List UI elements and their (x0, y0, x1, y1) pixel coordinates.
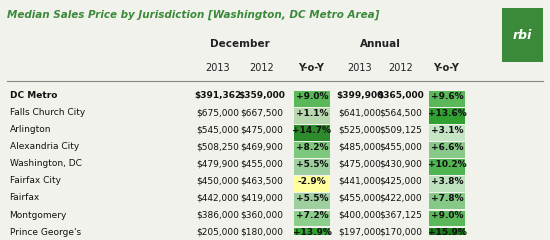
Text: $450,000: $450,000 (196, 176, 239, 186)
Text: +7.2%: +7.2% (296, 211, 328, 220)
Text: $455,000: $455,000 (240, 159, 283, 168)
Text: $475,000: $475,000 (240, 125, 283, 134)
Text: $419,000: $419,000 (240, 193, 283, 203)
Text: $455,000: $455,000 (379, 142, 422, 151)
Text: $564,500: $564,500 (379, 108, 422, 117)
Text: 2013: 2013 (205, 63, 230, 73)
Text: Falls Church City: Falls Church City (9, 108, 85, 117)
Text: $479,900: $479,900 (196, 159, 239, 168)
Text: $485,000: $485,000 (338, 142, 381, 151)
Text: Fairfax City: Fairfax City (9, 176, 60, 186)
Text: $442,000: $442,000 (196, 193, 239, 203)
Text: $455,000: $455,000 (338, 193, 381, 203)
Text: Y-o-Y: Y-o-Y (433, 63, 459, 73)
Text: $469,900: $469,900 (240, 142, 283, 151)
Text: 2012: 2012 (388, 63, 413, 73)
FancyBboxPatch shape (294, 91, 329, 107)
Text: rbi: rbi (513, 29, 532, 42)
FancyBboxPatch shape (430, 228, 465, 240)
FancyBboxPatch shape (430, 142, 465, 158)
Text: $430,900: $430,900 (379, 159, 422, 168)
FancyBboxPatch shape (430, 176, 465, 192)
Text: December: December (210, 39, 270, 49)
Text: Washington, DC: Washington, DC (9, 159, 81, 168)
FancyBboxPatch shape (430, 210, 465, 226)
Text: +9.0%: +9.0% (296, 92, 328, 101)
Text: $400,000: $400,000 (338, 210, 381, 220)
Text: $391,362: $391,362 (194, 91, 241, 100)
FancyBboxPatch shape (294, 228, 329, 240)
Text: Fairfax: Fairfax (9, 193, 40, 203)
Text: $525,000: $525,000 (338, 125, 381, 134)
Text: +3.1%: +3.1% (431, 126, 463, 135)
FancyBboxPatch shape (430, 193, 465, 209)
Text: 2013: 2013 (348, 63, 372, 73)
Text: +6.6%: +6.6% (431, 143, 463, 152)
FancyBboxPatch shape (430, 125, 465, 141)
Text: $425,000: $425,000 (379, 176, 422, 186)
Text: $509,125: $509,125 (379, 125, 422, 134)
Text: Annual: Annual (360, 39, 401, 49)
FancyBboxPatch shape (294, 108, 329, 124)
Text: $386,000: $386,000 (196, 210, 239, 220)
FancyBboxPatch shape (294, 193, 329, 209)
Text: $399,900: $399,900 (336, 91, 383, 100)
Text: $475,000: $475,000 (338, 159, 381, 168)
Text: $170,000: $170,000 (379, 228, 422, 237)
Text: +9.6%: +9.6% (431, 92, 464, 101)
Text: 2012: 2012 (249, 63, 274, 73)
Text: +9.0%: +9.0% (431, 211, 463, 220)
Text: +8.2%: +8.2% (296, 143, 328, 152)
Text: Y-o-Y: Y-o-Y (298, 63, 323, 73)
Text: $360,000: $360,000 (240, 210, 283, 220)
Text: $359,000: $359,000 (238, 91, 285, 100)
Text: $441,000: $441,000 (338, 176, 381, 186)
Text: +7.8%: +7.8% (431, 194, 464, 203)
FancyBboxPatch shape (294, 125, 329, 141)
FancyBboxPatch shape (294, 159, 329, 175)
Text: +3.8%: +3.8% (431, 177, 463, 186)
Text: $367,125: $367,125 (379, 210, 422, 220)
FancyBboxPatch shape (294, 210, 329, 226)
Text: $667,500: $667,500 (240, 108, 283, 117)
FancyBboxPatch shape (430, 108, 465, 124)
FancyBboxPatch shape (502, 8, 543, 62)
FancyBboxPatch shape (430, 159, 465, 175)
Text: +5.5%: +5.5% (296, 160, 328, 169)
Text: Montgomery: Montgomery (9, 210, 67, 220)
Text: $508,250: $508,250 (196, 142, 239, 151)
Text: $422,000: $422,000 (379, 193, 422, 203)
Text: $197,000: $197,000 (338, 228, 381, 237)
Text: Prince George's: Prince George's (9, 228, 81, 237)
Text: +1.1%: +1.1% (296, 109, 328, 118)
Text: +5.5%: +5.5% (296, 194, 328, 203)
FancyBboxPatch shape (294, 142, 329, 158)
Text: +14.7%: +14.7% (293, 126, 332, 135)
Text: +15.9%: +15.9% (428, 228, 466, 237)
Text: Median Sales Price by Jurisdiction [Washington, DC Metro Area]: Median Sales Price by Jurisdiction [Wash… (7, 10, 380, 20)
Text: $641,000: $641,000 (338, 108, 381, 117)
Text: -2.9%: -2.9% (298, 177, 326, 186)
Text: DC Metro: DC Metro (9, 91, 57, 100)
Text: +13.6%: +13.6% (428, 109, 466, 118)
Text: +13.9%: +13.9% (293, 228, 331, 237)
Text: Alexandria City: Alexandria City (9, 142, 79, 151)
FancyBboxPatch shape (294, 176, 329, 192)
Text: $180,000: $180,000 (240, 228, 283, 237)
Text: $545,000: $545,000 (196, 125, 239, 134)
FancyBboxPatch shape (430, 91, 465, 107)
Text: +10.2%: +10.2% (428, 160, 466, 169)
Text: $463,500: $463,500 (240, 176, 283, 186)
Text: $675,000: $675,000 (196, 108, 239, 117)
Text: $205,000: $205,000 (196, 228, 239, 237)
Text: $365,000: $365,000 (377, 91, 424, 100)
Text: Arlington: Arlington (9, 125, 51, 134)
